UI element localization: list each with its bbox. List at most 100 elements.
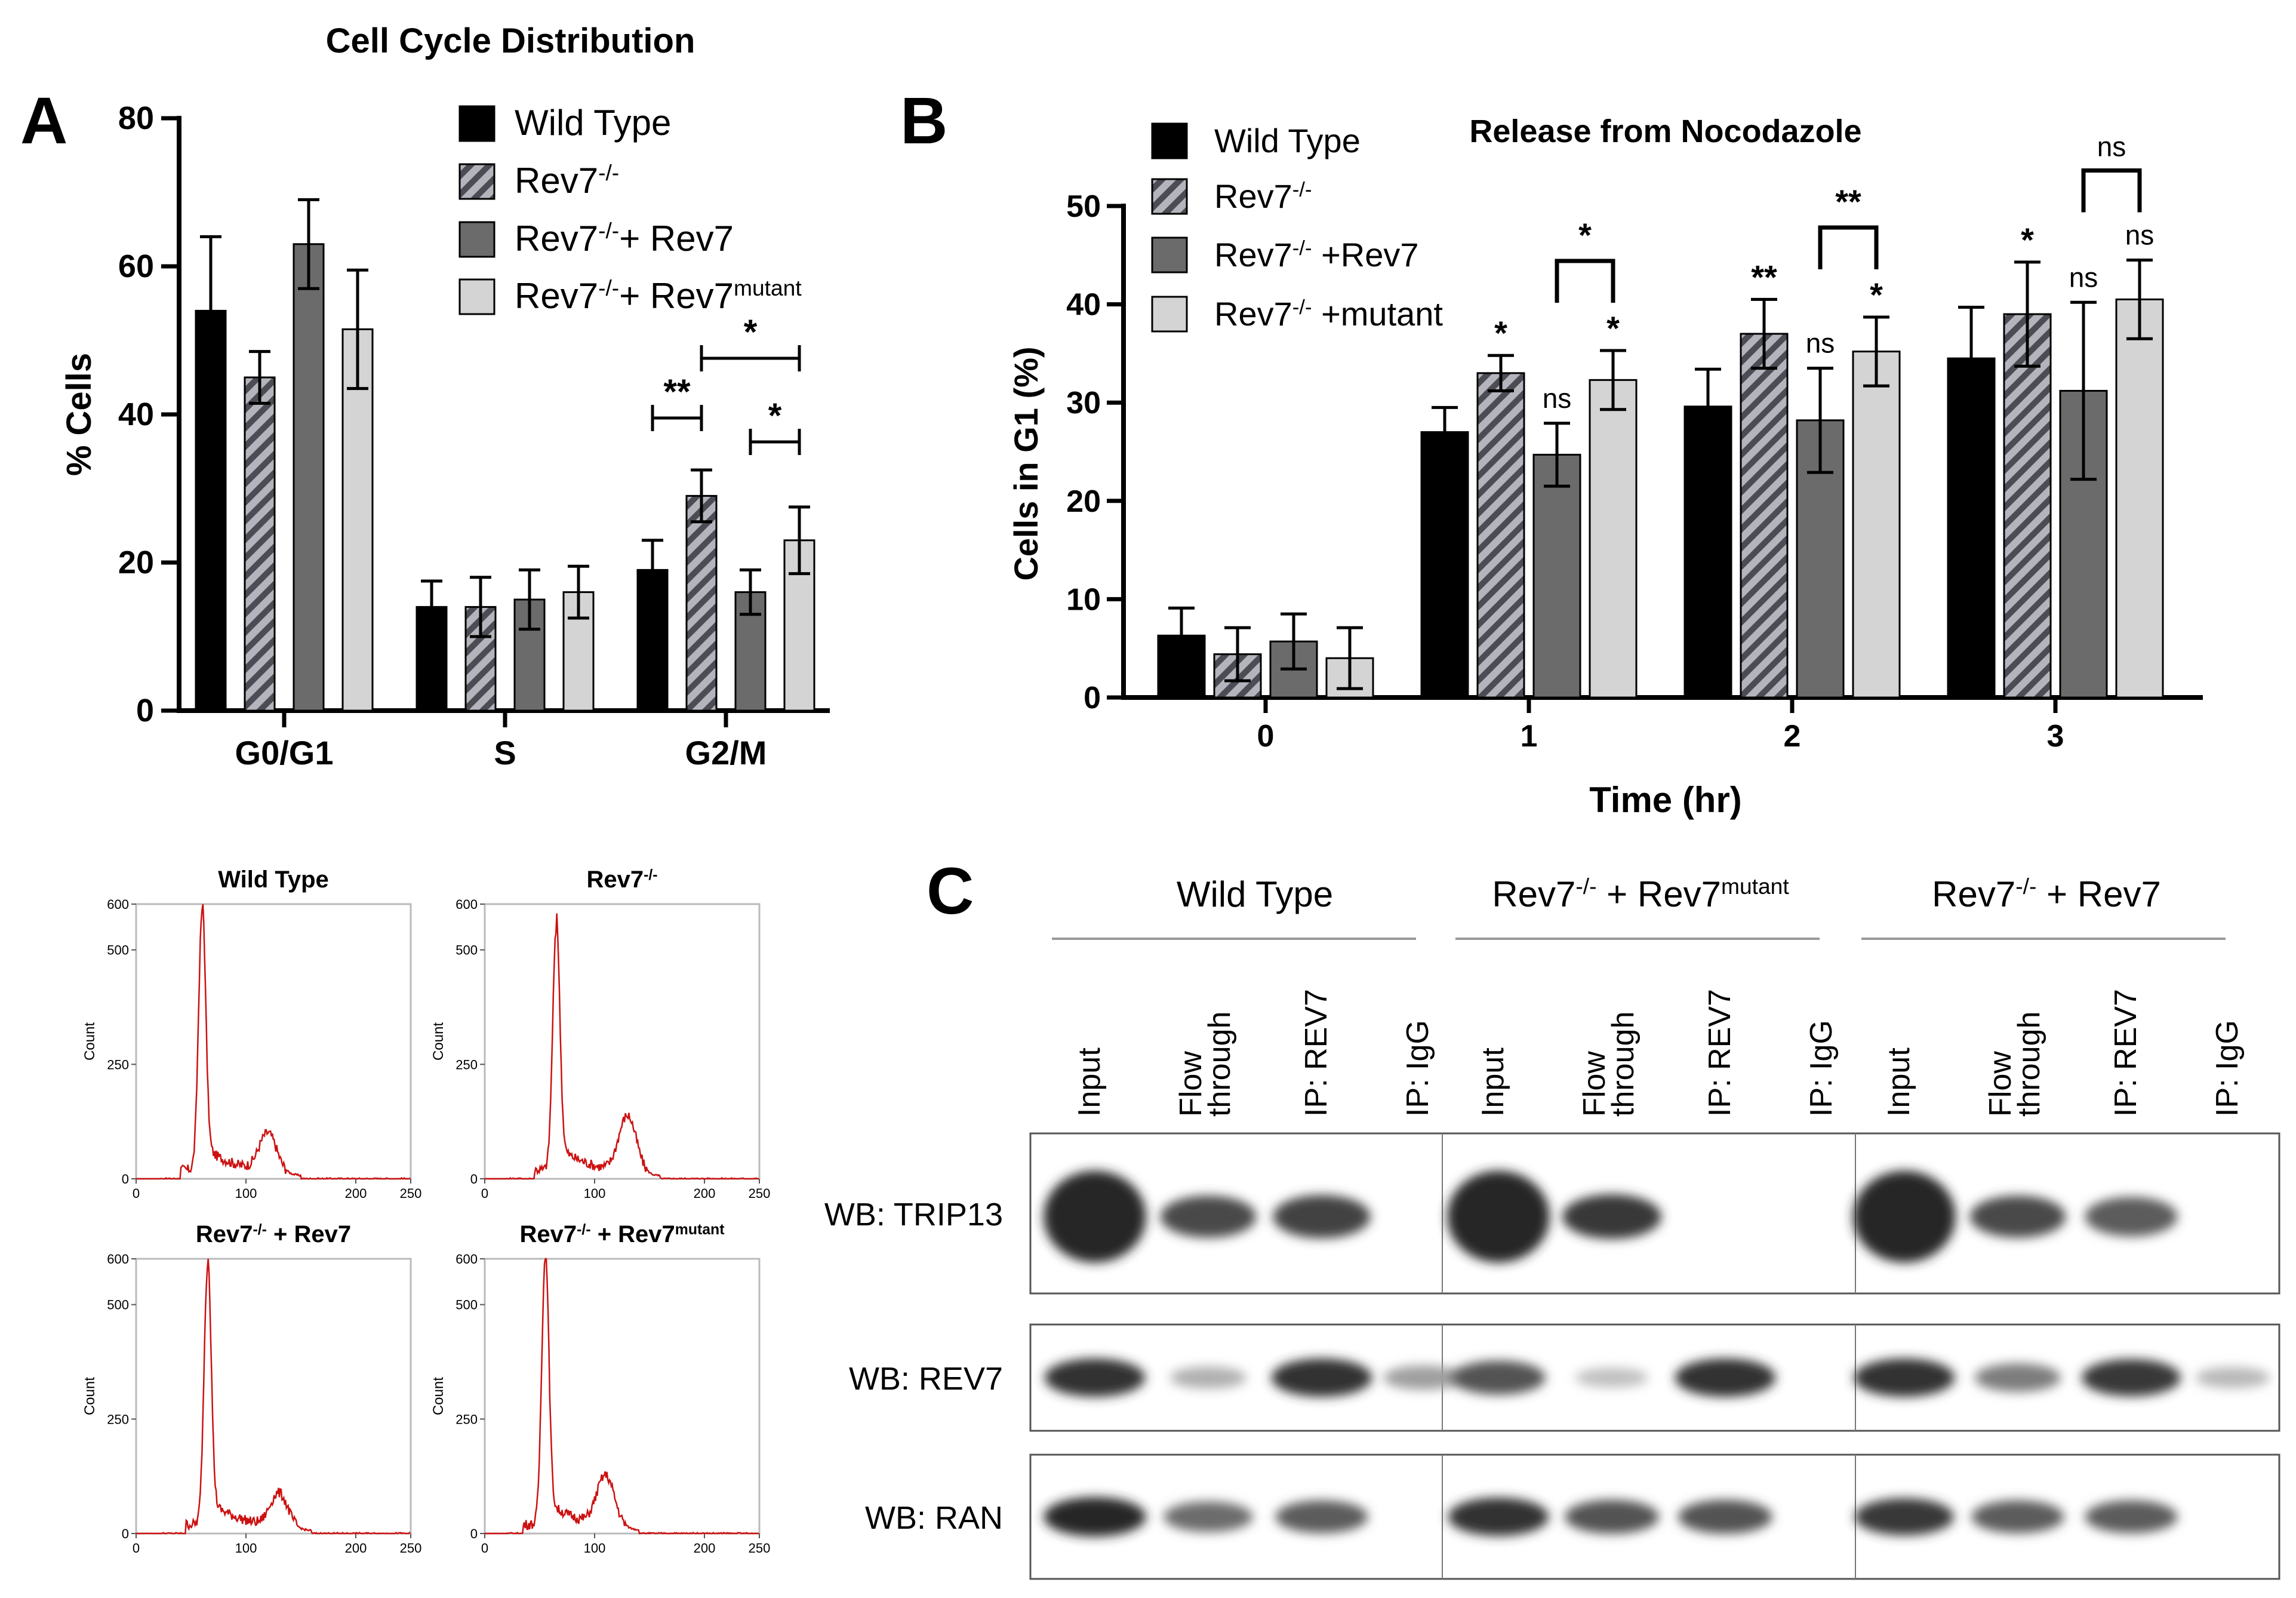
blot-band	[1170, 1366, 1247, 1388]
text-run: +mutant	[1312, 295, 1444, 333]
text-run: Rev7	[1214, 177, 1292, 215]
y-tick-label: 20	[118, 545, 154, 580]
legend-swatch	[460, 164, 494, 199]
blot-band	[1275, 1500, 1368, 1533]
significance-label: *	[1870, 276, 1883, 314]
blot-band	[1855, 1498, 1954, 1535]
x-tick-label: 0	[481, 1541, 488, 1556]
legend-label: Rev7-/-	[515, 160, 619, 201]
y-tick-label: 500	[107, 1298, 129, 1313]
text-run: + Rev7	[619, 276, 734, 316]
lane-label: IP: REV7	[1299, 989, 1334, 1117]
legend-swatch	[460, 222, 494, 257]
bracket-label: *	[1578, 216, 1592, 254]
bar	[1534, 454, 1580, 697]
text-run: Rev7	[515, 161, 598, 201]
blot-band	[1451, 1361, 1546, 1395]
bar	[294, 244, 324, 711]
group-header: Rev7-/- + Rev7	[1932, 874, 2161, 914]
histogram-trace	[136, 1259, 410, 1534]
legend-swatch	[1152, 238, 1187, 272]
x-tick-label: 100	[235, 1186, 257, 1201]
blot-band	[1045, 1359, 1146, 1397]
x-tick-label: 100	[584, 1186, 606, 1201]
lane-label: IP: REV7	[1703, 989, 1737, 1117]
comparison-bracket	[1820, 228, 1876, 269]
significance-label: ns	[1806, 328, 1835, 359]
text-run: Wild Type	[515, 103, 671, 143]
y-tick-label: 50	[1066, 189, 1101, 224]
y-tick-label: 600	[107, 1252, 129, 1267]
histogram-title: Wild Type	[218, 866, 329, 893]
blot-band	[2195, 1367, 2270, 1388]
y-tick-label: 0	[122, 1172, 129, 1187]
text-run: Rev7	[586, 866, 644, 893]
x-tick-label: G2/M	[685, 734, 767, 772]
legend-label: Rev7-/-	[1214, 177, 1312, 215]
text-run: + Rev7	[1597, 874, 1721, 914]
blot-band	[2082, 1359, 2181, 1396]
bracket-label: ns	[2097, 131, 2126, 162]
blot-band	[1383, 1366, 1463, 1390]
significance-label: **	[663, 373, 691, 411]
lane-label: through	[1202, 1012, 1237, 1117]
blot-band	[1675, 1359, 1776, 1397]
superscript: -/-	[1292, 179, 1312, 201]
blot-band	[1448, 1498, 1549, 1536]
legend-swatch	[1152, 124, 1187, 158]
bar	[1478, 373, 1524, 697]
lane-label: Input	[1072, 1047, 1107, 1117]
superscript: mutant	[734, 275, 802, 300]
y-axis-label: Count	[82, 1377, 98, 1415]
x-tick-label: 200	[345, 1541, 367, 1556]
superscript: -/-	[598, 218, 619, 243]
y-tick-label: 40	[118, 397, 154, 432]
bar	[245, 377, 275, 711]
blot-band	[1161, 1196, 1257, 1238]
significance-label: *	[1606, 309, 1620, 347]
blot-band	[1044, 1497, 1146, 1536]
histogram-plot: Rev7-/- + Rev7mutant Count 0 250 500 600 0 100 2…	[430, 1221, 770, 1556]
significance-label: ns	[2125, 220, 2155, 251]
significance-label: ns	[2069, 262, 2098, 293]
text-run: Rev7	[1492, 874, 1575, 914]
superscript: mutant	[1721, 874, 1789, 899]
text-run: Rev7	[515, 276, 598, 316]
text-run: Rev7	[520, 1221, 577, 1247]
blot-label: WB: RAN	[865, 1500, 1003, 1536]
blot-band	[1273, 1195, 1370, 1239]
bar	[1741, 334, 1787, 697]
blot-band	[2085, 1197, 2177, 1236]
legend-label: Wild Type	[1214, 122, 1361, 159]
x-tick-label: 250	[400, 1186, 422, 1201]
lane-label: IP: IgG	[2210, 1020, 2245, 1117]
x-tick-label: 200	[345, 1186, 367, 1201]
significance-label: ns	[1543, 383, 1572, 414]
superscript: -/-	[1575, 874, 1596, 899]
plot-frame	[136, 1259, 411, 1534]
y-tick-label: 0	[1084, 681, 1101, 715]
x-tick-label: 250	[749, 1541, 771, 1556]
blot-band	[1971, 1500, 2064, 1533]
y-axis-label: % Cells	[60, 353, 99, 476]
superscript: -/-	[1292, 237, 1312, 260]
y-axis-label: Count	[82, 1022, 98, 1061]
y-tick-label: 500	[455, 943, 478, 958]
histogram-plot: Rev7-/- + Rev7Count02505006000 100 200 250	[82, 1221, 421, 1556]
blot-band	[2085, 1500, 2177, 1533]
comparison-bracket	[1557, 261, 1613, 303]
group-header: Rev7-/- + Rev7mutant	[1492, 874, 1789, 914]
y-axis-label: Count	[430, 1022, 447, 1061]
histogram-title: Rev7-/- + Rev7	[196, 1221, 351, 1247]
text-run: Rev7	[515, 219, 598, 259]
y-tick-label: 10	[1066, 582, 1101, 617]
histogram-title: Rev7-/-	[586, 866, 657, 893]
histogram-trace	[485, 1259, 759, 1534]
lane-label: IP: IgG	[1401, 1020, 1435, 1117]
bar	[687, 496, 716, 711]
x-tick-label: 3	[2047, 719, 2064, 754]
significance-label: *	[2021, 221, 2034, 259]
y-tick-label: 0	[470, 1172, 478, 1187]
histogram-plot: Rev7-/- Count 0 250 500 600 0 100 200 250	[430, 866, 770, 1201]
bar	[1590, 380, 1636, 697]
